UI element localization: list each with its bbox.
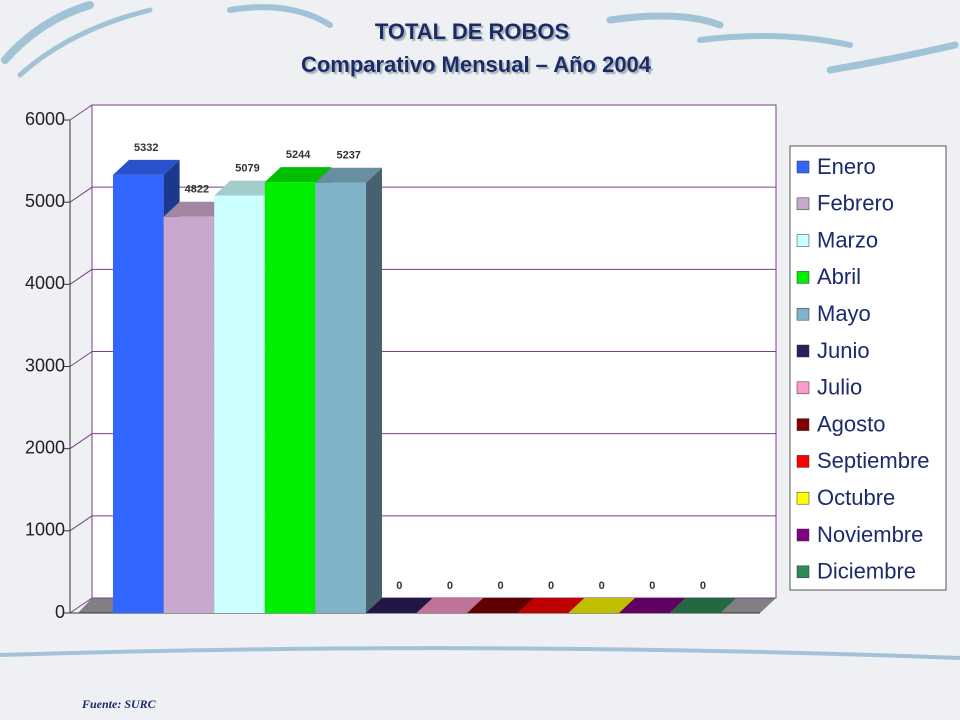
legend-label: Marzo	[817, 227, 878, 252]
legend-label: Julio	[817, 375, 862, 400]
legend-label: Diciembre	[817, 559, 916, 584]
source: Fuente: SURC	[81, 697, 157, 711]
legend-swatch	[796, 307, 810, 321]
legend-label: Agosto	[817, 411, 886, 436]
bar-top	[619, 598, 686, 613]
bar-side	[366, 167, 382, 613]
data-label: 0	[649, 580, 655, 592]
y-tick-label: 3000	[25, 355, 65, 375]
decoration	[0, 1, 960, 660]
bar-top	[416, 598, 484, 613]
bar-top	[568, 598, 635, 613]
legend	[789, 145, 947, 591]
y-tick-label: 4000	[25, 273, 65, 293]
grid-line	[69, 186, 93, 203]
legend-swatch	[796, 344, 810, 358]
legend-label: Octubre	[817, 485, 895, 510]
y-tick-label: 6000	[25, 109, 65, 129]
legend-swatch	[796, 491, 810, 505]
data-label: 5332	[134, 142, 158, 154]
grid-line	[69, 515, 93, 532]
legend-label: Septiembre	[817, 448, 930, 473]
legend-swatch	[796, 160, 810, 174]
grid-line	[69, 597, 93, 614]
y-tick-label: 0	[55, 602, 65, 622]
grid-line	[69, 104, 93, 121]
data-label: 0	[497, 580, 503, 592]
grid-line	[69, 351, 93, 367]
bar	[113, 174, 164, 613]
chart-subtitle: Comparativo Mensual – Año 2004	[301, 52, 652, 77]
legend-swatch	[796, 418, 810, 431]
legend-swatch	[796, 234, 810, 247]
legend-swatch	[796, 381, 810, 395]
bar-top	[113, 159, 180, 175]
legend-label: Enero	[817, 154, 876, 179]
y-tick-label: 2000	[25, 437, 65, 457]
legend-swatch	[796, 197, 810, 211]
data-label: 5244	[286, 149, 311, 161]
legend-label: Junio	[817, 338, 870, 363]
legend-label: Abril	[817, 264, 861, 289]
grid-line	[69, 433, 93, 450]
chart-title: TOTAL DE ROBOS	[375, 19, 569, 44]
data-label: 0	[396, 580, 402, 592]
y-tick-label: 5000	[25, 191, 65, 211]
bar-top	[517, 598, 585, 613]
legend-label: Noviembre	[817, 522, 923, 547]
legend-label: Mayo	[817, 301, 871, 326]
bar-top	[669, 598, 737, 613]
bar	[264, 182, 316, 614]
bar-top	[214, 180, 281, 196]
legend-swatch	[796, 565, 810, 579]
data-label: 4822	[185, 184, 209, 196]
data-label: 0	[700, 580, 706, 592]
bar-top	[467, 598, 534, 613]
bar	[163, 216, 215, 613]
bar-top	[264, 167, 332, 183]
legend-swatch	[796, 455, 810, 468]
y-tick-label: 1000	[25, 520, 65, 540]
bar-top	[163, 201, 231, 217]
legend-swatch	[796, 528, 810, 542]
legend-label: Febrero	[817, 191, 894, 216]
bar-top	[315, 167, 382, 183]
grid-line	[69, 268, 93, 285]
bar-top	[366, 598, 433, 613]
bar	[315, 182, 366, 613]
data-label: 0	[447, 580, 453, 592]
bar	[214, 195, 265, 613]
data-label: 5237	[336, 150, 360, 162]
legend-swatch	[796, 271, 810, 284]
data-label: 0	[599, 580, 605, 592]
data-label: 5079	[235, 163, 259, 175]
data-label: 0	[548, 580, 554, 592]
